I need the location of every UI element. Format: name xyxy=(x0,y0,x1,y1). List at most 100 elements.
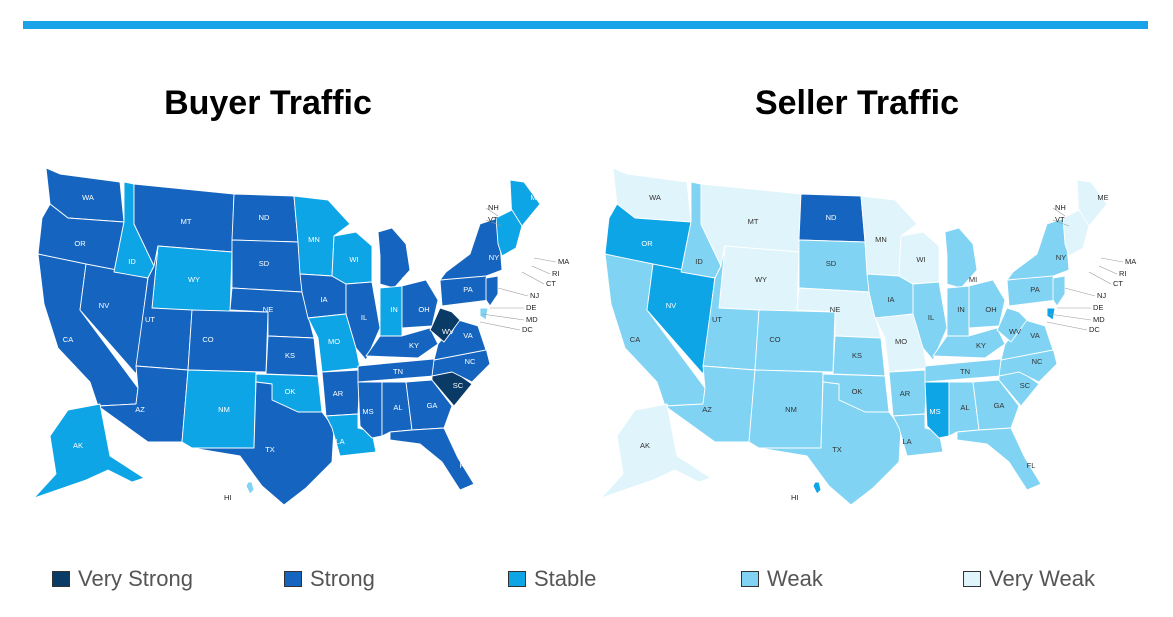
legend: Very Strong Strong Stable Weak Very Weak xyxy=(0,560,1173,594)
legend-item-very-strong: Very Strong xyxy=(52,566,193,592)
state-il xyxy=(912,281,948,361)
state-label-tx: TX xyxy=(265,445,275,454)
state-ak xyxy=(33,403,145,499)
state-label-in: IN xyxy=(957,305,965,314)
leader-line xyxy=(497,287,529,297)
state-label-or: OR xyxy=(74,239,86,248)
state-label-az: AZ xyxy=(702,405,712,414)
state-label-mo: MO xyxy=(895,337,907,346)
state-label-wa: WA xyxy=(649,193,661,202)
state-label-sd: SD xyxy=(826,259,837,268)
weak-swatch xyxy=(741,571,759,587)
small-state-label-nj: NJ xyxy=(1097,291,1106,300)
state-label-ne: NE xyxy=(830,305,840,314)
state-label-tn: TN xyxy=(393,367,403,376)
state-hi xyxy=(236,477,255,495)
state-label-va: VA xyxy=(1030,331,1039,340)
state-la xyxy=(325,413,377,457)
small-state-label-vt: VT xyxy=(488,215,498,224)
state-label-tn: TN xyxy=(960,367,970,376)
state-label-ne: NE xyxy=(263,305,273,314)
leader-line xyxy=(521,271,545,285)
state-label-nd: ND xyxy=(259,213,270,222)
state-label-oh: OH xyxy=(985,305,996,314)
state-nj xyxy=(485,275,499,307)
leader-line xyxy=(481,313,525,321)
small-state-label-ma: MA xyxy=(558,257,569,266)
state-label-ny: NY xyxy=(1056,253,1066,262)
state-label-nv: NV xyxy=(666,301,676,310)
state-label-al: AL xyxy=(960,403,969,412)
legend-item-weak: Weak xyxy=(741,566,823,592)
state-label-ut: UT xyxy=(712,315,722,324)
state-label-ny: NY xyxy=(489,253,499,262)
state-label-il: IL xyxy=(928,313,934,322)
state-hi xyxy=(803,477,822,495)
state-label-wv: WV xyxy=(1009,327,1021,336)
state-co xyxy=(754,309,836,373)
leader-line xyxy=(1100,257,1124,263)
state-mi xyxy=(944,227,978,289)
state-label-wy: WY xyxy=(755,275,767,284)
state-label-mn: MN xyxy=(875,235,887,244)
state-il xyxy=(345,281,381,361)
small-state-label-de: DE xyxy=(526,303,536,312)
state-ny xyxy=(439,217,503,281)
small-state-label-ma: MA xyxy=(1125,257,1136,266)
state-label-me: ME xyxy=(1097,193,1108,202)
state-label-ca: CA xyxy=(630,335,640,344)
state-label-va: VA xyxy=(463,331,472,340)
state-fl xyxy=(389,427,475,491)
small-state-label-de: DE xyxy=(1093,303,1103,312)
legend-label: Very Strong xyxy=(78,566,193,591)
state-label-mi: MI xyxy=(969,275,977,284)
state-ga xyxy=(972,379,1020,431)
state-ky xyxy=(932,327,1006,359)
state-label-il: IL xyxy=(361,313,367,322)
state-label-ak: AK xyxy=(73,441,83,450)
small-state-label-ct: CT xyxy=(546,279,556,288)
state-nc xyxy=(431,347,491,383)
leader-line xyxy=(531,265,551,275)
state-label-nv: NV xyxy=(99,301,109,310)
state-label-ky: KY xyxy=(409,341,419,350)
state-label-nc: NC xyxy=(465,357,476,366)
state-label-pa: PA xyxy=(1030,285,1039,294)
state-label-ok: OK xyxy=(285,387,296,396)
very-weak-swatch xyxy=(963,571,981,587)
legend-label: Stable xyxy=(534,566,597,591)
state-label-wy: WY xyxy=(188,275,200,284)
state-label-sc: SC xyxy=(1020,381,1031,390)
state-label-ar: AR xyxy=(333,389,344,398)
state-mi xyxy=(377,227,411,289)
small-state-label-dc: DC xyxy=(522,325,533,334)
state-ms xyxy=(924,381,950,439)
state-la xyxy=(892,413,944,457)
state-label-ut: UT xyxy=(145,315,155,324)
state-label-wa: WA xyxy=(82,193,94,202)
small-state-label-ri: RI xyxy=(552,269,560,278)
state-co xyxy=(187,309,269,373)
seller-traffic-title: Seller Traffic xyxy=(754,84,960,122)
state-label-mi: MI xyxy=(402,275,410,284)
state-ne xyxy=(495,209,523,257)
state-label-ks: KS xyxy=(285,351,295,360)
state-label-fl: FL xyxy=(1027,461,1036,470)
leader-line xyxy=(1048,313,1092,321)
state-ga xyxy=(405,379,453,431)
state-label-al: AL xyxy=(393,403,402,412)
state-label-nm: NM xyxy=(785,405,797,414)
small-state-label-md: MD xyxy=(526,315,538,324)
legend-item-very-weak: Very Weak xyxy=(963,566,1095,592)
buyer-traffic-title: Buyer Traffic xyxy=(164,84,372,122)
legend-item-stable: Stable xyxy=(508,566,596,592)
state-label-wi: WI xyxy=(349,255,358,264)
state-label-ms: MS xyxy=(929,407,940,416)
state-nc xyxy=(998,347,1058,383)
small-state-label-ri: RI xyxy=(1119,269,1127,278)
small-state-label-dc: DC xyxy=(1089,325,1100,334)
state-fl xyxy=(956,427,1042,491)
state-label-id: ID xyxy=(695,257,703,266)
state-label-ia: IA xyxy=(320,295,327,304)
state-oh xyxy=(401,279,439,329)
